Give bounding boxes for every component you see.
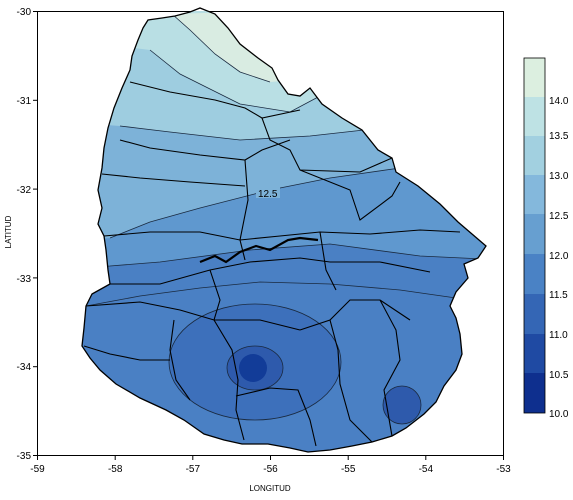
colorbar-swatch	[524, 254, 545, 294]
colorbar-label: 10.5	[549, 370, 569, 381]
colorbar-label: 11.5	[549, 290, 568, 301]
x-axis: -59 -58 -57 -56 -55 -54 -53 LONGITUD	[30, 455, 511, 493]
colorbar-label: 14.0	[549, 96, 569, 107]
colorbar-swatch	[524, 136, 545, 175]
border-lavalleja-south	[329, 319, 373, 443]
band-10-5-east	[383, 386, 421, 424]
x-tick-label: -58	[108, 464, 123, 475]
y-tick-label: -33	[17, 274, 32, 285]
colorbar-frame	[523, 57, 546, 414]
band-10-0	[239, 354, 267, 382]
border-florida	[213, 319, 245, 441]
colorbar-label: 10.0	[549, 409, 569, 420]
border-salto-paysandu	[101, 173, 246, 187]
border-soriano	[110, 257, 431, 285]
x-tick-label: -54	[419, 464, 434, 475]
colorbar-swatch	[524, 334, 545, 373]
contour-lines	[82, 13, 486, 425]
border-salto-north	[119, 139, 291, 161]
rio-negro-river	[199, 236, 319, 264]
y-tick-label: -31	[17, 96, 32, 107]
colorbar-swatch	[524, 214, 545, 254]
contour-10-5-east	[382, 385, 422, 425]
colorbar-swatch	[524, 97, 545, 136]
border-treinta-y-tres	[379, 299, 401, 437]
border-colonia	[85, 301, 301, 331]
border-san-jose	[169, 319, 191, 401]
contour-13-5	[171, 13, 271, 83]
department-borders	[83, 81, 461, 447]
country-outline	[81, 7, 487, 453]
colorbar-label: 12.5	[549, 211, 569, 222]
x-tick-label: -53	[496, 464, 511, 475]
x-tick-label: -59	[30, 464, 45, 475]
border-rio-negro	[103, 229, 461, 241]
y-tick-label: -32	[17, 185, 32, 196]
border-artigas	[129, 81, 301, 119]
y-axis: -30 -31 -32 -33 -34 -35 LATITUD	[4, 7, 38, 462]
contour-12-0	[82, 243, 486, 271]
contour-10-5	[226, 345, 284, 391]
colorbar-swatch	[524, 294, 545, 334]
contour-11-5	[85, 281, 471, 307]
border-flores	[209, 269, 221, 321]
border-tacuarembo-east	[299, 169, 401, 221]
colorbar-swatch	[524, 58, 545, 97]
border-rivera	[261, 117, 393, 173]
contour-13-0	[149, 49, 321, 113]
contour-12-5-north	[119, 125, 401, 141]
border-colonia-west	[83, 345, 170, 361]
y-tick-label: -35	[17, 451, 32, 462]
colorbar-label: 11.0	[549, 330, 568, 341]
colorbar-swatch	[524, 175, 545, 214]
colorbar-label: 12.0	[549, 251, 569, 262]
y-axis-label: LATITUD	[4, 215, 13, 248]
border-canelones	[235, 387, 317, 447]
contour-11-0	[168, 303, 342, 421]
x-axis-label: LONGITUD	[249, 484, 291, 493]
y-tick-label: -30	[17, 7, 32, 18]
colorbar-label: 13.0	[549, 171, 569, 182]
x-tick-label: -57	[186, 464, 201, 475]
border-lavalleja	[299, 299, 411, 331]
x-tick-label: -55	[341, 464, 356, 475]
contour-label: 12.5	[258, 189, 278, 200]
x-tick-label: -56	[263, 464, 278, 475]
y-tick-label: -34	[17, 362, 32, 373]
colorbar-swatch	[524, 373, 545, 413]
colorbar-label: 13.5	[549, 131, 569, 142]
contour-label-bg	[256, 186, 280, 198]
contour-12-5	[109, 167, 401, 239]
border-durazno	[319, 231, 337, 291]
colorbar: 14.0 13.5 13.0 12.5 12.0 11.5 11.0 10.5 …	[523, 57, 569, 420]
